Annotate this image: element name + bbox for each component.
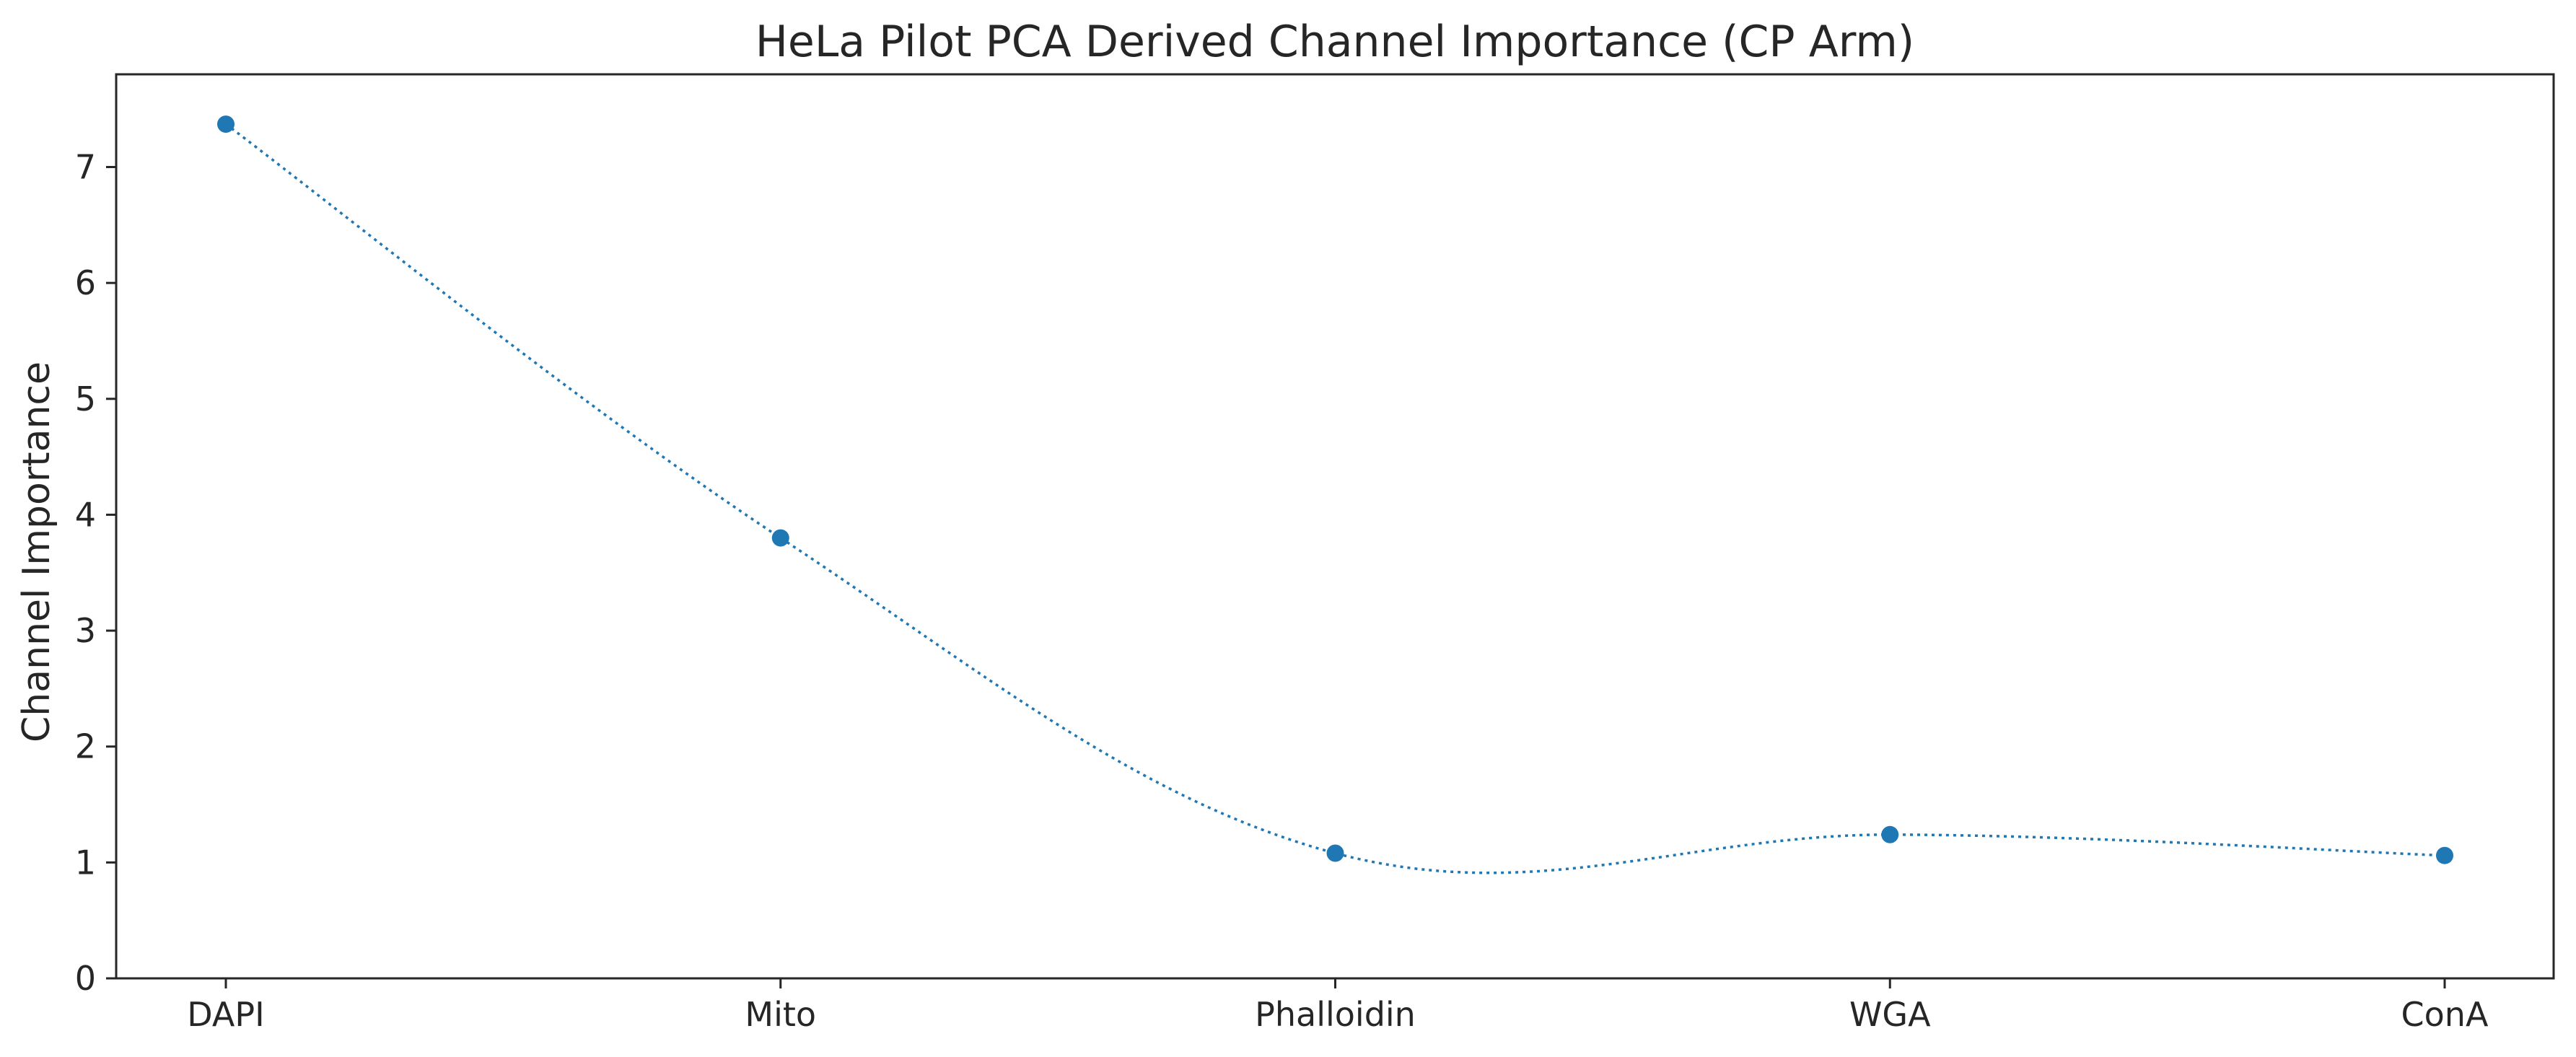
data-point: [1881, 825, 1899, 843]
plot-frame: [115, 73, 2555, 980]
y-tick-label: 3: [75, 611, 96, 650]
y-axis: 0 1 2 3 4 5 6 7: [75, 148, 116, 998]
chart-title: HeLa Pilot PCA Derived Channel Importanc…: [755, 17, 1914, 67]
data-point: [217, 115, 235, 133]
x-tick-label: ConA: [2401, 995, 2489, 1034]
y-tick-label: 1: [75, 843, 96, 882]
y-tick-label: 0: [75, 959, 96, 998]
y-tick-label: 6: [75, 263, 96, 302]
x-axis: DAPI Mito Phalloidin WGA ConA: [187, 978, 2489, 1034]
data-point: [1326, 844, 1344, 862]
x-tick-label: WGA: [1849, 995, 1931, 1034]
y-tick-label: 7: [75, 148, 96, 187]
plot-series: [217, 115, 2453, 874]
y-tick-label: 4: [75, 495, 96, 534]
y-tick-label: 5: [75, 380, 96, 418]
data-point: [2436, 846, 2453, 864]
x-tick-label: Phalloidin: [1255, 995, 1416, 1034]
series-line: [224, 123, 2445, 874]
x-tick-label: Mito: [745, 995, 816, 1034]
y-tick-label: 2: [75, 727, 96, 766]
x-tick-label: DAPI: [187, 995, 264, 1034]
data-point: [771, 529, 789, 547]
y-axis-label: Channel Importance: [15, 361, 58, 742]
